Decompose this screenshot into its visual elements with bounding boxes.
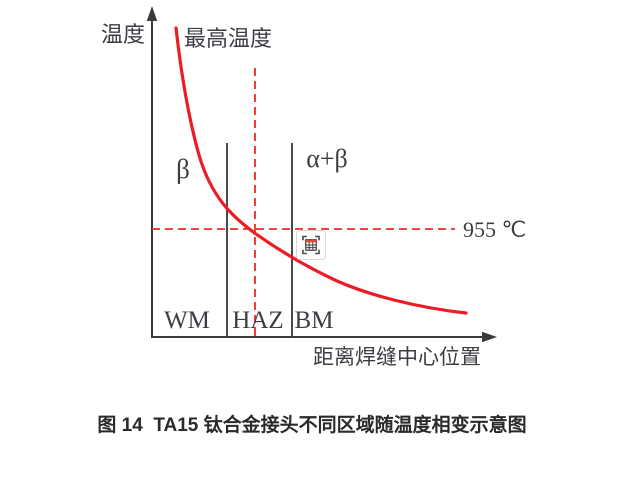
y-axis-arrowhead [146,6,158,21]
x-axis-arrowhead [482,331,497,343]
max-temp-label: 最高温度 [184,26,272,51]
temp-955-label: 955 ℃ [463,217,526,242]
phase-transition-diagram: 温度 最高温度 β α+β WM HAZ BM 955 ℃ 距离焊缝中心位置 [101,6,526,369]
caption-chinese: 图 14 TA15 钛合金接头不同区域随温度相变示意图 [97,415,527,436]
temperature-curve [174,26,468,315]
x-axis-label: 距离焊缝中心位置 [313,346,481,369]
table-scan-icon [302,235,320,255]
haz-zone-label: HAZ [232,307,283,334]
alpha-beta-region-label: α+β [306,144,348,173]
y-axis-label: 温度 [101,22,145,47]
bm-zone-label: BM [295,307,334,334]
beta-region-label: β [176,154,190,184]
wm-zone-label: WM [164,307,210,334]
table-extract-button[interactable] [296,230,326,260]
figure-caption: 图 14 TA15 钛合金接头不同区域随温度相变示意图 Fig.14 Schem… [0,378,624,478]
